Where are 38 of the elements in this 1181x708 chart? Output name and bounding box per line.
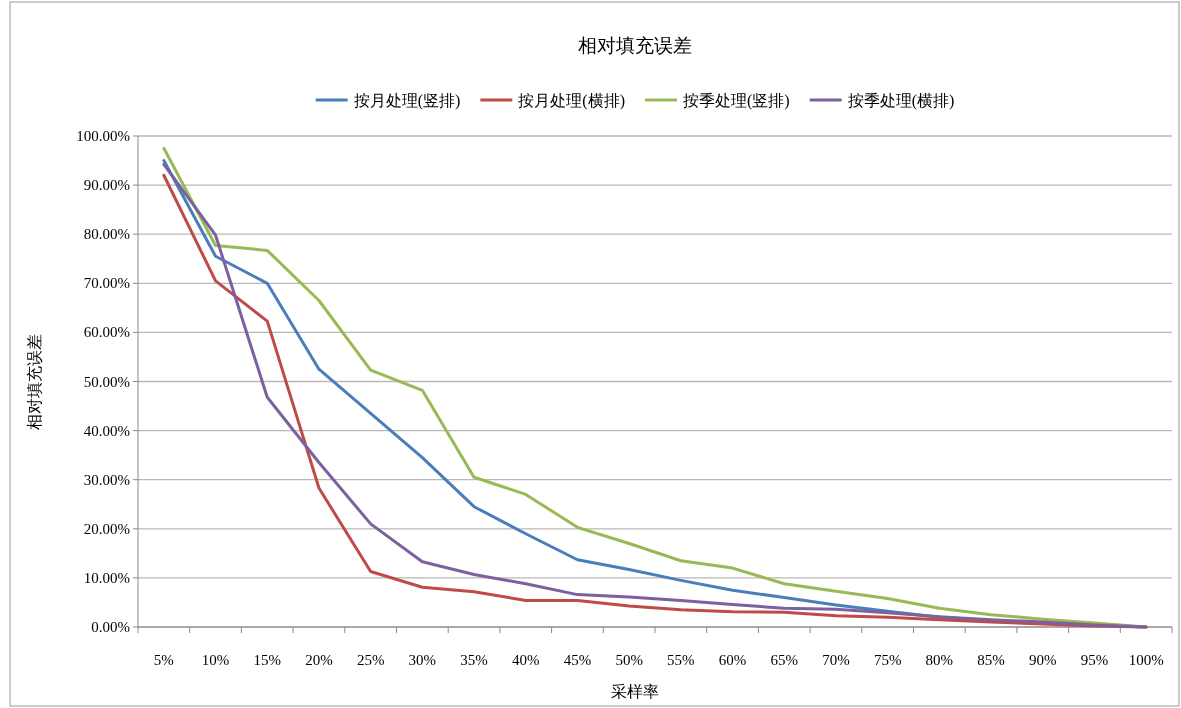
y-tick-label: 20.00% <box>83 520 130 537</box>
x-tick-label: 85% <box>977 652 1005 668</box>
y-tick-label: 40.00% <box>83 422 130 439</box>
x-tick-label: 10% <box>201 652 230 668</box>
x-tick-label: 35% <box>460 652 488 668</box>
x-axis-title: 采样率 <box>611 683 659 700</box>
y-tick-label: 60.00% <box>83 324 130 341</box>
legend-label: 按月处理(横排) <box>518 92 625 110</box>
x-tick-label: 95% <box>1080 652 1109 668</box>
y-tick-label: 10.00% <box>83 569 130 586</box>
x-tick-label: 70% <box>822 652 850 668</box>
x-tick-label: 65% <box>770 652 798 668</box>
y-tick-label: 0.00% <box>91 619 130 635</box>
x-tick-label: 45% <box>563 652 592 668</box>
y-tick-label: 100.00% <box>76 128 130 144</box>
x-tick-label: 20% <box>305 652 333 668</box>
y-axis-title: 相对填充误差 <box>26 333 43 430</box>
legend-label: 按季处理(横排) <box>847 92 955 110</box>
x-tick-label: 55% <box>667 652 695 668</box>
x-tick-label: 40% <box>512 652 540 668</box>
y-tick-label: 90.00% <box>83 177 130 194</box>
legend-label: 按季处理(竖排) <box>683 92 790 110</box>
x-tick-label: 60% <box>718 652 747 668</box>
x-tick-label: 15% <box>253 652 281 668</box>
x-tick-label: 80% <box>925 652 954 668</box>
x-tick-label: 90% <box>1029 652 1057 668</box>
x-tick-label: 25% <box>356 652 385 668</box>
y-tick-label: 80.00% <box>83 226 130 243</box>
y-tick-label: 30.00% <box>83 471 130 488</box>
y-tick-label: 50.00% <box>83 373 130 390</box>
x-tick-label: 75% <box>873 652 902 668</box>
chart-title: 相对填充误差 <box>578 35 692 56</box>
x-tick-label: 100% <box>1128 652 1164 668</box>
x-tick-label: 5% <box>153 652 174 668</box>
legend-label: 按月处理(竖排) <box>353 92 461 110</box>
y-tick-label: 70.00% <box>83 275 130 292</box>
x-tick-label: 50% <box>615 652 643 668</box>
x-tick-label: 30% <box>408 652 437 668</box>
